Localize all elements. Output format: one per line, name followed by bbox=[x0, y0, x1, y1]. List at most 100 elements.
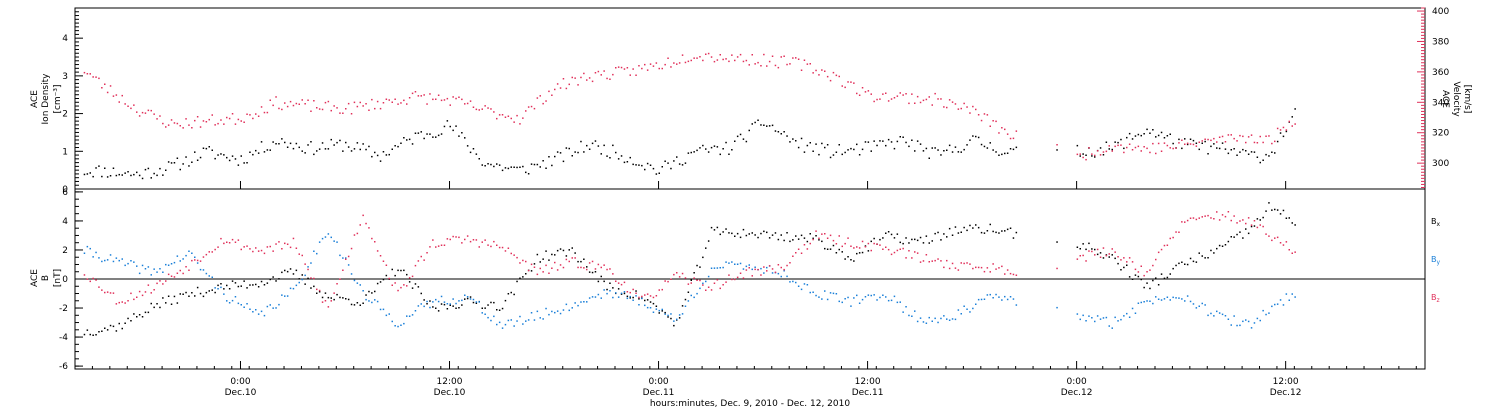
bx-point bbox=[826, 248, 829, 250]
bz-point bbox=[133, 298, 135, 301]
density-point bbox=[1230, 149, 1232, 151]
density-point bbox=[455, 125, 457, 127]
bz-point bbox=[429, 246, 431, 248]
bx-point bbox=[1224, 244, 1227, 246]
bx-point bbox=[1155, 277, 1157, 279]
by-point bbox=[1091, 317, 1093, 319]
by-point bbox=[864, 296, 867, 298]
velocity-point bbox=[542, 102, 544, 105]
by-point bbox=[690, 294, 692, 297]
bx-point bbox=[362, 302, 364, 304]
bx-point bbox=[824, 247, 826, 250]
by-point bbox=[400, 324, 402, 326]
density-point bbox=[484, 165, 486, 167]
velocity-point bbox=[983, 113, 986, 115]
bz-point bbox=[1111, 248, 1113, 250]
velocity-point bbox=[916, 95, 919, 98]
bz-point bbox=[739, 272, 742, 274]
by-point bbox=[620, 292, 623, 295]
by-point bbox=[115, 257, 118, 259]
bx-point bbox=[104, 327, 106, 329]
by-point bbox=[1276, 303, 1279, 305]
bz-point bbox=[1213, 218, 1215, 220]
bx-point bbox=[1201, 255, 1203, 257]
by-point bbox=[394, 325, 396, 327]
by-point bbox=[336, 241, 338, 243]
velocity-point bbox=[493, 111, 495, 113]
bx-point bbox=[379, 281, 382, 283]
by-point bbox=[321, 237, 324, 240]
by-point bbox=[1268, 312, 1270, 314]
velocity-point bbox=[676, 63, 678, 65]
bx-point bbox=[1227, 240, 1230, 243]
bx-point bbox=[214, 291, 216, 294]
bx-point bbox=[702, 256, 704, 259]
density-point bbox=[565, 147, 568, 149]
bz-point bbox=[1279, 242, 1282, 244]
density-point bbox=[1108, 148, 1110, 150]
density-point bbox=[911, 139, 913, 141]
velocity-point bbox=[882, 93, 884, 95]
by-point bbox=[1001, 299, 1003, 301]
bx-point bbox=[249, 284, 251, 286]
density-point bbox=[995, 151, 997, 153]
by-point bbox=[437, 300, 440, 303]
by-point bbox=[121, 258, 123, 260]
velocity-point bbox=[548, 90, 550, 93]
by-point bbox=[568, 309, 570, 312]
bx-point bbox=[1009, 227, 1012, 229]
density-point bbox=[112, 167, 115, 169]
velocity-point bbox=[797, 58, 800, 60]
by-point bbox=[469, 298, 472, 300]
bx-point bbox=[586, 266, 588, 268]
bx-point bbox=[196, 286, 199, 289]
density-point bbox=[1189, 138, 1192, 140]
density-axis-title-line2: Ion Density bbox=[41, 73, 51, 125]
density-point bbox=[606, 155, 608, 157]
by-point bbox=[896, 301, 899, 304]
bz-point bbox=[1131, 261, 1134, 263]
bz-point bbox=[1134, 268, 1137, 271]
by-point bbox=[707, 275, 710, 278]
density-point bbox=[586, 144, 588, 147]
density-point bbox=[795, 140, 797, 142]
bz-point bbox=[1076, 258, 1079, 260]
by-point bbox=[745, 265, 748, 268]
bz-point bbox=[763, 266, 765, 268]
by-point bbox=[106, 259, 109, 261]
bx-point bbox=[1175, 264, 1177, 267]
velocity-point bbox=[403, 99, 405, 102]
velocity-point bbox=[725, 58, 727, 60]
density-point bbox=[1227, 152, 1230, 155]
by-point bbox=[748, 264, 750, 266]
density-point bbox=[527, 173, 530, 175]
velocity-point bbox=[766, 65, 768, 67]
bx-point bbox=[333, 298, 335, 301]
by-point bbox=[1152, 302, 1154, 305]
density-tick-label: 2 bbox=[62, 110, 68, 120]
bz-point bbox=[223, 242, 225, 245]
velocity-point bbox=[281, 108, 283, 111]
bx-point bbox=[821, 240, 823, 243]
bz-point bbox=[1094, 254, 1096, 256]
velocity-point bbox=[1004, 128, 1006, 131]
bx-point bbox=[278, 278, 280, 280]
bz-point bbox=[368, 227, 370, 229]
bz-point bbox=[1294, 251, 1296, 253]
density-point bbox=[98, 165, 100, 167]
bx-point bbox=[231, 280, 234, 282]
by-point bbox=[684, 305, 687, 307]
density-point bbox=[1128, 132, 1131, 135]
bz-point bbox=[559, 264, 562, 266]
bz-point bbox=[307, 268, 309, 271]
velocity-point bbox=[873, 100, 875, 103]
by-point bbox=[870, 294, 872, 297]
density-point bbox=[890, 141, 893, 143]
by-point bbox=[443, 301, 446, 303]
by-point bbox=[208, 275, 210, 277]
velocity-point bbox=[1105, 150, 1108, 153]
bz-point bbox=[487, 244, 489, 246]
bx-point bbox=[1160, 273, 1163, 275]
bz-point bbox=[1189, 217, 1192, 219]
velocity-point bbox=[1102, 151, 1105, 153]
